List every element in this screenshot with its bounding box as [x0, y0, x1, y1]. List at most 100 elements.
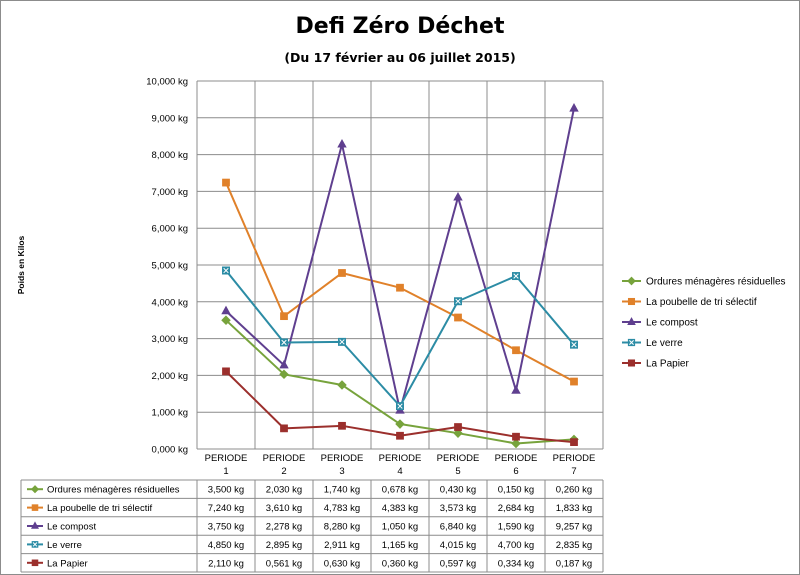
- table-cell: 0,150 kg: [498, 485, 534, 496]
- table-legend-marker: [31, 559, 39, 567]
- table-cell: 2,895 kg: [266, 540, 302, 551]
- data-point: [570, 340, 578, 349]
- category-label: PERIODE: [437, 453, 480, 464]
- y-tick-label: 3,000 kg: [152, 334, 188, 345]
- category-number: 4: [397, 466, 402, 477]
- y-tick-label: 7,000 kg: [152, 187, 188, 198]
- table-legend-marker: [31, 541, 39, 548]
- y-axis-label: Poids en Kilos: [16, 235, 26, 294]
- data-point: [222, 178, 230, 187]
- data-point: [511, 438, 521, 449]
- category-number: 3: [339, 466, 344, 477]
- data-point: [396, 431, 404, 440]
- table-cell: 0,561 kg: [266, 558, 302, 569]
- data-point: [279, 359, 289, 369]
- category-label: PERIODE: [205, 453, 248, 464]
- table-cell: 0,630 kg: [324, 558, 360, 569]
- category-number: 6: [513, 466, 518, 477]
- table-cell: 2,110 kg: [208, 558, 244, 569]
- table-cell: 0,187 kg: [556, 558, 592, 569]
- y-tick-label: 1,000 kg: [152, 408, 188, 419]
- category-number: 1: [223, 466, 228, 477]
- series-lines: [221, 103, 579, 449]
- legend-marker: [627, 317, 636, 325]
- table-cell: 0,260 kg: [556, 485, 592, 496]
- data-point: [222, 266, 230, 275]
- marker-cross: [281, 339, 287, 346]
- category-label: PERIODE: [263, 453, 306, 464]
- table-series-name: Ordures ménagères résiduelles: [47, 485, 180, 496]
- legend-marker: [627, 276, 636, 286]
- data-point: [454, 297, 462, 306]
- legend-entry: Ordures ménagères résiduelles: [646, 277, 786, 288]
- y-tick-label: 0,000 kg: [152, 445, 188, 456]
- table-cell: 0,430 kg: [440, 485, 476, 496]
- table-cell: 2,278 kg: [266, 522, 302, 533]
- table-series-name: Le compost: [47, 522, 96, 533]
- table-legend-marker: [31, 504, 39, 511]
- data-point: [453, 191, 463, 201]
- data-point: [337, 138, 347, 148]
- data-point: [512, 272, 520, 281]
- marker-cross: [32, 542, 38, 547]
- table-cell: 9,257 kg: [556, 522, 592, 533]
- data-point: [454, 423, 462, 431]
- category-label: PERIODE: [553, 453, 596, 464]
- table-cell: 2,030 kg: [266, 485, 302, 496]
- series-4: [222, 367, 578, 446]
- chart-subtitle: (Du 17 février au 06 juillet 2015): [284, 50, 515, 65]
- marker-cross: [455, 298, 461, 304]
- category-number: 2: [281, 466, 286, 477]
- table-cell: 8,280 kg: [324, 522, 360, 533]
- series-0: [221, 315, 579, 449]
- category-number: 5: [455, 466, 460, 477]
- data-point: [222, 367, 230, 376]
- y-tick-label: 2,000 kg: [152, 371, 188, 382]
- data-table: Ordures ménagères résiduelles 3,500 kg 2,0…: [20, 479, 604, 573]
- series-1: [222, 178, 578, 386]
- table-legend-marker: [30, 485, 40, 494]
- data-point: [221, 315, 231, 325]
- table-cell: 4,700 kg: [498, 540, 534, 551]
- table-cell: 7,240 kg: [208, 503, 244, 514]
- y-tick-label: 10,000 kg: [146, 77, 188, 88]
- table-cell: 0,334 kg: [498, 558, 534, 569]
- legend-entry: La poubelle de tri sélectif: [646, 297, 757, 308]
- data-point: [512, 346, 520, 355]
- table-cell: 6,840 kg: [440, 522, 476, 533]
- chart-title: Defi Zéro Déchet: [296, 14, 505, 39]
- table-cell: 1,590 kg: [498, 522, 534, 533]
- table-cell: 1,165 kg: [382, 540, 418, 551]
- data-point: [280, 338, 288, 347]
- series-2: [221, 103, 579, 414]
- legend-marker: [627, 338, 636, 347]
- gridlines: [196, 80, 604, 450]
- data-point: [570, 377, 578, 386]
- table-cell: 0,360 kg: [382, 558, 418, 569]
- category-label: PERIODE: [321, 453, 364, 464]
- table-cell: 4,850 kg: [208, 540, 244, 551]
- marker-cross: [339, 339, 345, 345]
- table-cell: 3,500 kg: [208, 485, 244, 496]
- category-labels: PERIODE 1 PERIODE 2 PERIODE 3 PERIODE 4 PERIODE 5…: [205, 453, 596, 477]
- data-point: [454, 313, 462, 322]
- y-tick-label: 9,000 kg: [152, 113, 188, 124]
- legend-entry: Le compost: [646, 318, 698, 329]
- series-line: [225, 108, 575, 412]
- data-point: [512, 432, 520, 441]
- data-point: [569, 103, 579, 112]
- data-point: [337, 380, 347, 390]
- table-cell: 1,740 kg: [324, 485, 360, 496]
- table-cell: 4,783 kg: [324, 503, 360, 514]
- table-cell: 3,750 kg: [208, 522, 244, 533]
- legend-entry: La Papier: [646, 359, 689, 370]
- data-point: [453, 428, 463, 438]
- marker-cross: [629, 340, 634, 345]
- data-point: [511, 385, 521, 394]
- data-point: [396, 283, 404, 292]
- table-cell: 1,050 kg: [382, 522, 418, 533]
- table-cell: 3,573 kg: [440, 503, 476, 514]
- table-cell: 2,684 kg: [498, 503, 534, 514]
- data-point: [280, 312, 288, 321]
- data-point: [338, 269, 346, 277]
